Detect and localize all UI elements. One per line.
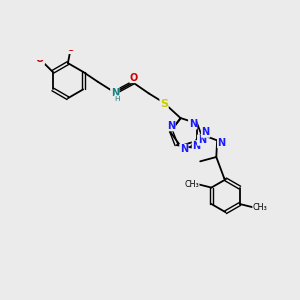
Text: O: O: [36, 54, 44, 64]
Text: methoxy¹: methoxy¹: [4, 44, 49, 53]
Text: O: O: [67, 44, 75, 53]
Text: N: N: [180, 144, 188, 154]
Text: methoxy2: methoxy2: [63, 34, 104, 43]
Text: N: N: [111, 88, 119, 98]
Text: CH₃: CH₃: [253, 203, 268, 212]
Text: N: N: [218, 138, 226, 148]
Text: N: N: [192, 141, 200, 151]
Text: O: O: [36, 54, 44, 64]
Text: methoxy: methoxy: [8, 44, 44, 53]
Bar: [69, 30, 103, 47]
Text: S: S: [160, 99, 168, 109]
Text: methoxy: methoxy: [10, 45, 45, 54]
Text: methoxy: methoxy: [10, 45, 45, 54]
Text: O: O: [36, 54, 44, 64]
Text: O: O: [67, 44, 75, 53]
Text: OCH₃: OCH₃: [10, 43, 43, 56]
Text: N: N: [167, 121, 175, 131]
Text: N: N: [202, 127, 210, 137]
Text: O: O: [130, 73, 138, 82]
Text: methoxy: methoxy: [3, 44, 52, 54]
Text: methoxy²: methoxy²: [60, 33, 106, 42]
Text: N: N: [189, 119, 197, 129]
Text: methoxy2: methoxy2: [63, 34, 104, 43]
Text: H: H: [114, 96, 120, 102]
Text: CH₃: CH₃: [184, 180, 199, 189]
Text: N: N: [198, 135, 206, 145]
Bar: [13, 41, 41, 58]
